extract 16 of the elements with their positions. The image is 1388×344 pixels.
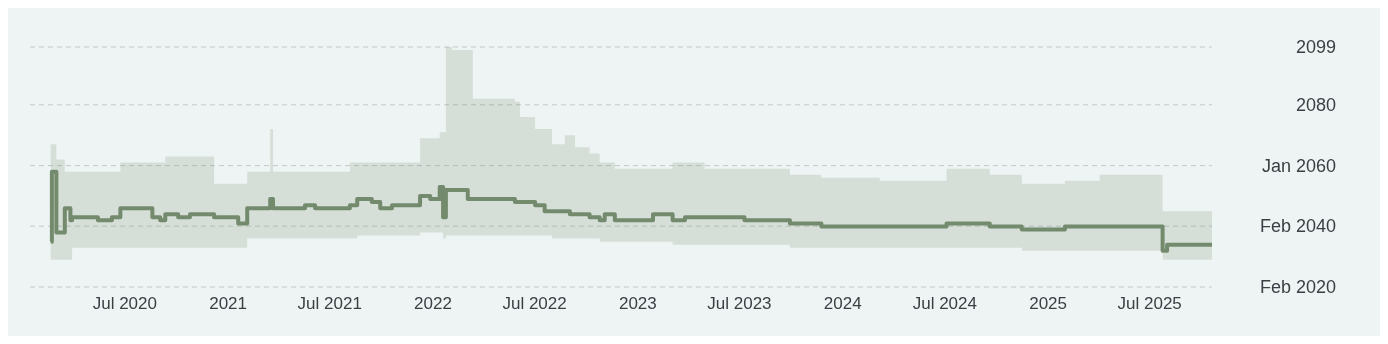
x-tick-label: 2021 bbox=[209, 294, 248, 313]
x-tick-label: 2025 bbox=[1029, 294, 1068, 313]
y-tick-label: 2099 bbox=[1295, 37, 1336, 57]
y-tick-label: 2080 bbox=[1295, 94, 1336, 115]
x-tick-label: Jul 2024 bbox=[912, 294, 977, 313]
y-tick-label: Jan 2060 bbox=[1261, 155, 1336, 176]
x-tick-label: 2023 bbox=[618, 294, 657, 313]
x-tick-label: Jul 2021 bbox=[297, 294, 362, 313]
x-tick-label: Jul 2025 bbox=[1117, 294, 1182, 313]
x-tick-label: Jul 2023 bbox=[707, 294, 772, 313]
y-tick-label: Feb 2040 bbox=[1259, 216, 1336, 237]
x-tick-label: Jul 2022 bbox=[502, 294, 567, 313]
x-tick-label: 2022 bbox=[414, 294, 452, 313]
y-tick-label: Feb 2020 bbox=[1259, 277, 1336, 297]
x-tick-label: 2024 bbox=[823, 294, 862, 313]
x-tick-label: Jul 2020 bbox=[92, 294, 157, 313]
